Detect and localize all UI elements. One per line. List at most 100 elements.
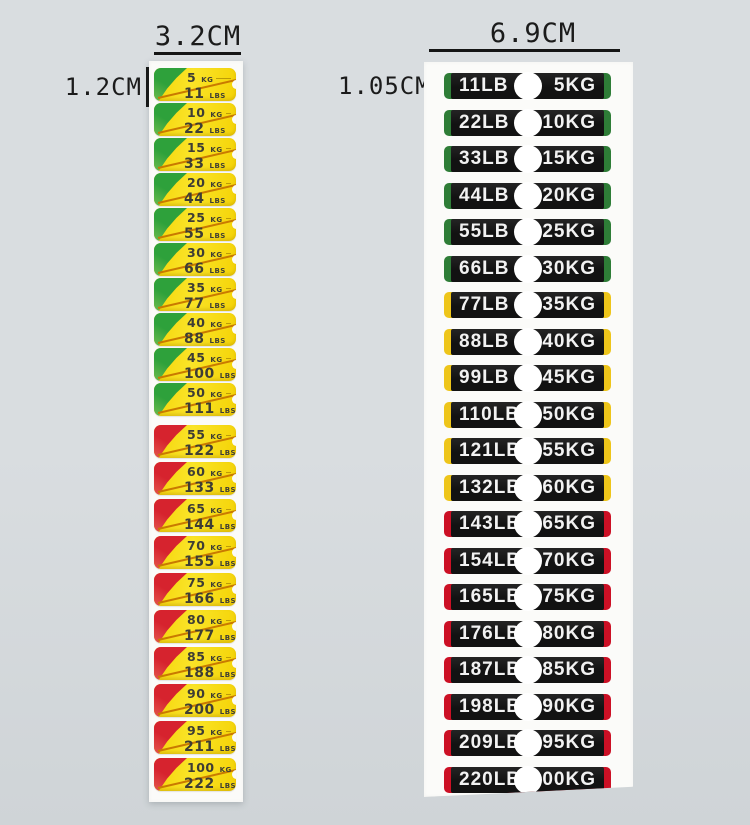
- conversion-sticker-50kg: 110LB 50KG: [444, 400, 611, 429]
- lbs-row: 88 LBS: [154, 330, 236, 346]
- lb-value: 66LB: [459, 257, 510, 279]
- kg-unit: KG: [210, 507, 223, 515]
- rule-line: [225, 545, 231, 547]
- conversion-sticker-70kg: 154LB 70KG: [444, 546, 611, 575]
- kg-value: 55KG: [542, 440, 596, 461]
- lbs-value: 100: [184, 365, 215, 381]
- lbs-row: 155 LBS: [154, 553, 236, 569]
- kg-unit: KG: [210, 181, 223, 189]
- kg-row: 85 KG: [154, 647, 236, 664]
- conversion-sticker-5kg: 11LB 5KG: [444, 72, 611, 100]
- rule-line: [225, 147, 231, 149]
- kg-value: 70: [187, 538, 206, 553]
- conversion-sticker-55kg: 121LB 55KG: [444, 437, 611, 465]
- lb-value: 198LB: [459, 695, 522, 717]
- conversion-sticker-40kg: 88LB 40KG: [444, 327, 611, 356]
- conversion-sticker-90kg: 198LB 90KG: [444, 692, 611, 721]
- lbs-value: 211: [184, 738, 215, 754]
- left-height-tick: [146, 67, 149, 107]
- kg-value: 90KG: [542, 695, 596, 717]
- kg-value: 65KG: [542, 513, 596, 534]
- kg-row: 60 KG: [154, 462, 236, 479]
- kg-value: 60KG: [542, 476, 596, 498]
- center-hole-icon: [513, 327, 542, 356]
- weight-sticker-95kg: 95 KG 211 LBS: [154, 721, 236, 754]
- conversion-sticker-80kg: 176LB 80KG: [444, 619, 611, 648]
- rule-line: [225, 730, 231, 732]
- kg-row: 25 KG: [154, 208, 236, 225]
- rule-line: [225, 656, 231, 658]
- kg-unit: KG: [210, 391, 223, 399]
- weight-sticker-35kg: 35 KG 77 LBS: [154, 278, 236, 311]
- lb-value: 44LB: [459, 184, 510, 206]
- weight-sticker-60kg: 60 KG 133 LBS: [154, 462, 236, 495]
- rule-line: [225, 434, 231, 436]
- lbs-unit: LBS: [209, 301, 226, 310]
- lb-value: 165LB: [459, 586, 522, 607]
- lbs-value: 111: [184, 400, 215, 416]
- right-edge-notch: [232, 80, 236, 89]
- lbs-value: 177: [184, 627, 215, 643]
- kg-row: 40 KG: [154, 313, 236, 330]
- kg-unit: KG: [210, 729, 223, 737]
- right-edge-notch: [232, 290, 236, 299]
- weight-sticker-10kg: 10 KG 22 LBS: [154, 103, 236, 136]
- kg-value: 25KG: [542, 221, 596, 242]
- kg-unit: KG: [210, 470, 223, 478]
- weight-sticker-65kg: 65 KG 144 LBS: [154, 499, 236, 532]
- kg-row: 10 KG: [154, 103, 236, 120]
- right-edge-notch: [232, 770, 236, 779]
- rule-line: [225, 287, 231, 289]
- center-hole-icon: [513, 364, 542, 392]
- left-sticker-sheet: 5 KG 11 LBS 10 KG 22 LBS 15 KG 33 LBS 20 KG 44 LBS 25 KG 5…: [149, 61, 243, 802]
- lbs-value: 88: [184, 330, 205, 346]
- weight-sticker-55kg: 55 KG 122 LBS: [154, 425, 236, 458]
- lbs-row: 122 LBS: [154, 442, 236, 458]
- lbs-value: 222: [184, 775, 215, 791]
- kg-value: 45: [187, 350, 206, 365]
- kg-row: 100 KG: [154, 758, 236, 775]
- kg-unit: KG: [210, 581, 223, 589]
- left-strip-height-dimension: 1.2CM: [58, 73, 142, 101]
- lbs-value: 188: [184, 664, 215, 680]
- lb-value: 88LB: [459, 330, 510, 352]
- center-hole-icon: [513, 729, 542, 757]
- center-hole-icon: [513, 72, 542, 100]
- lbs-unit: LBS: [209, 161, 226, 170]
- lb-value: 55LB: [459, 221, 510, 242]
- center-hole-icon: [513, 656, 542, 684]
- conversion-sticker-65kg: 143LB 65KG: [444, 510, 611, 538]
- lb-value: 121LB: [459, 440, 522, 461]
- center-hole-icon: [513, 619, 542, 648]
- kg-unit: KG: [219, 766, 232, 774]
- left-width-underline: [154, 52, 241, 55]
- right-edge-notch: [232, 360, 236, 369]
- kg-value: 55: [187, 427, 206, 442]
- lbs-unit: LBS: [209, 91, 226, 100]
- kg-value: 10KG: [542, 111, 596, 133]
- kg-value: 50KG: [542, 403, 596, 425]
- conversion-sticker-25kg: 55LB 25KG: [444, 218, 611, 246]
- lbs-value: 77: [184, 295, 205, 311]
- rule-line: [225, 182, 231, 184]
- conversion-sticker-10kg: 22LB 10KG: [444, 108, 611, 137]
- center-hole-icon: [513, 145, 542, 173]
- kg-row: 35 KG: [154, 278, 236, 295]
- kg-unit: KG: [210, 251, 223, 259]
- kg-value: 5: [187, 70, 197, 85]
- lb-value: 143LB: [459, 513, 522, 534]
- lb-value: 11LB: [459, 75, 509, 96]
- lbs-unit: LBS: [219, 781, 236, 790]
- kg-unit: KG: [210, 692, 223, 700]
- lbs-unit: LBS: [219, 406, 236, 415]
- right-edge-notch: [232, 474, 236, 483]
- weight-sticker-15kg: 15 KG 33 LBS: [154, 138, 236, 171]
- left-width-value: 3.2CM: [154, 21, 242, 52]
- kg-row: 90 KG: [154, 684, 236, 701]
- kg-value: 40KG: [542, 330, 596, 352]
- right-edge-notch: [232, 150, 236, 159]
- rule-line: [225, 112, 231, 114]
- weight-sticker-75kg: 75 KG 166 LBS: [154, 573, 236, 606]
- lbs-value: 11: [184, 85, 205, 101]
- lbs-value: 55: [184, 225, 205, 241]
